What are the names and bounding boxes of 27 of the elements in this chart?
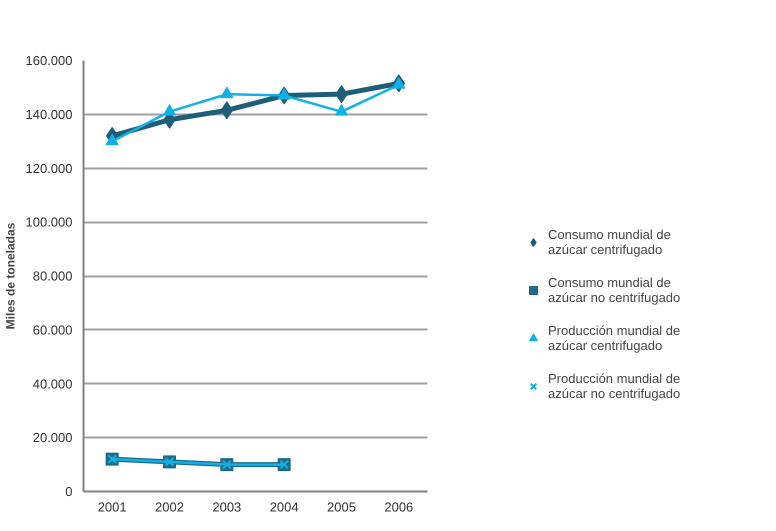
point	[220, 86, 234, 98]
y-tick-label: 60.000	[32, 322, 73, 338]
x-tick-label: 2001	[98, 500, 127, 514]
point	[392, 77, 406, 89]
x-tick-label: 2004	[270, 500, 299, 514]
legend-label: Consumo mundial de azúcar centrifugado	[548, 227, 671, 257]
legend-label: Producción mundial de azúcar centrifugado	[548, 323, 680, 353]
y-tick-label: 80.000	[32, 268, 73, 284]
legend-label: Producción mundial de azúcar no centrifugado	[548, 371, 680, 401]
y-axis-title: Miles de toneladas	[4, 222, 18, 330]
x-tick-label: 2006	[384, 500, 414, 514]
y-tick-label: 140.000	[26, 106, 73, 122]
y-tick-label: 40.000	[32, 376, 73, 392]
x-tick-label: 2005	[327, 500, 356, 514]
point	[335, 85, 348, 104]
x-tick-label: 2002	[155, 500, 184, 514]
point	[278, 88, 291, 100]
y-tick-label: 100.000	[26, 214, 73, 230]
point	[335, 104, 348, 116]
y-tick-label: 160.000	[26, 53, 73, 68]
y-tick-label: 20.000	[32, 430, 73, 446]
y-tick-label: 120.000	[26, 160, 73, 176]
point	[106, 134, 119, 146]
point	[163, 104, 176, 116]
x-tick-label: 2003	[212, 500, 242, 514]
legend-label: Consumo mundial de azúcar no centrifugado	[548, 275, 680, 305]
y-tick-label: 0	[65, 484, 73, 499]
